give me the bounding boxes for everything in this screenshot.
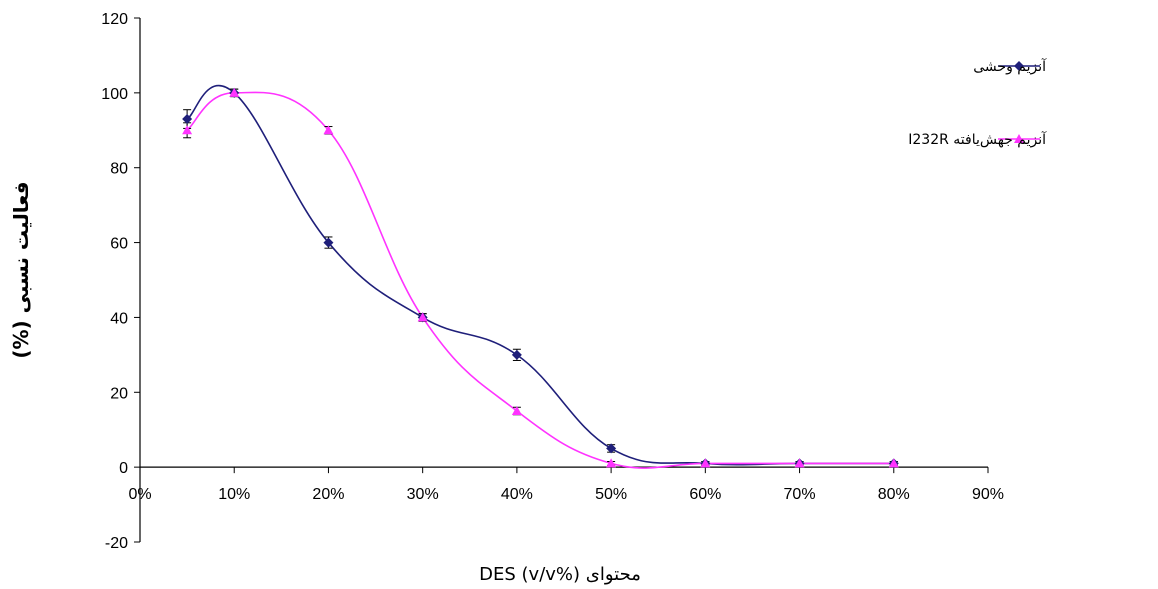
data-point-diamond — [606, 443, 617, 454]
legend-marker-triangle — [1014, 134, 1024, 143]
x-tick-label: 0% — [128, 486, 151, 503]
y-tick-label: 40 — [110, 310, 128, 327]
series-line-2 — [186, 91, 894, 469]
data-point-triangle — [888, 458, 899, 468]
y-tick-label: 20 — [110, 385, 128, 402]
data-point-triangle — [700, 458, 711, 468]
axes — [139, 18, 988, 542]
x-tick-label: 60% — [689, 486, 721, 503]
error-bars — [183, 88, 898, 466]
data-point-triangle — [323, 125, 334, 135]
series-markers — [182, 87, 899, 469]
data-point-triangle — [182, 125, 193, 135]
x-ticks: 0% 10% 20% 30% 40% 50% 60% 70% 80% 90% — [128, 467, 1004, 503]
x-tick-label: 20% — [312, 486, 344, 503]
y-axis-label: فعالیت نسبی (%) — [9, 181, 33, 358]
data-point-triangle — [606, 458, 617, 468]
x-axis-label: محتوای DES (v/v%) — [479, 564, 641, 585]
legend-label: آنزیم جهش‌یافته I232R — [908, 131, 1047, 148]
legend-marker-diamond — [1014, 61, 1024, 71]
y-tick-label: -20 — [105, 535, 128, 552]
series-line-1 — [186, 84, 894, 466]
data-point-triangle — [794, 458, 805, 468]
data-point-diamond — [511, 349, 522, 360]
y-ticks: -20 0 20 40 60 80 100 120 — [101, 11, 140, 552]
y-tick-label: 80 — [110, 161, 128, 178]
x-tick-label: 80% — [878, 486, 910, 503]
data-point-triangle — [417, 312, 428, 322]
legend-label: آنزیم وحشی — [973, 58, 1047, 75]
data-point-triangle — [511, 406, 522, 415]
y-tick-label: 100 — [101, 86, 128, 103]
x-tick-label: 70% — [784, 486, 816, 503]
x-tick-label: 90% — [972, 486, 1004, 503]
x-tick-label: 40% — [501, 486, 533, 503]
data-point-diamond — [182, 114, 193, 125]
data-point-triangle — [229, 87, 240, 97]
y-tick-label: 120 — [101, 11, 128, 28]
legend: آنزیم وحشی آنزیم جهش‌یافته I232R — [908, 58, 1047, 148]
x-tick-label: 50% — [595, 486, 627, 503]
x-tick-label: 10% — [218, 486, 250, 503]
x-tick-label: 30% — [407, 486, 439, 503]
y-tick-label: 60 — [110, 236, 128, 253]
series-lines — [186, 84, 894, 469]
data-point-diamond — [323, 237, 334, 248]
y-tick-label: 0 — [119, 460, 128, 477]
